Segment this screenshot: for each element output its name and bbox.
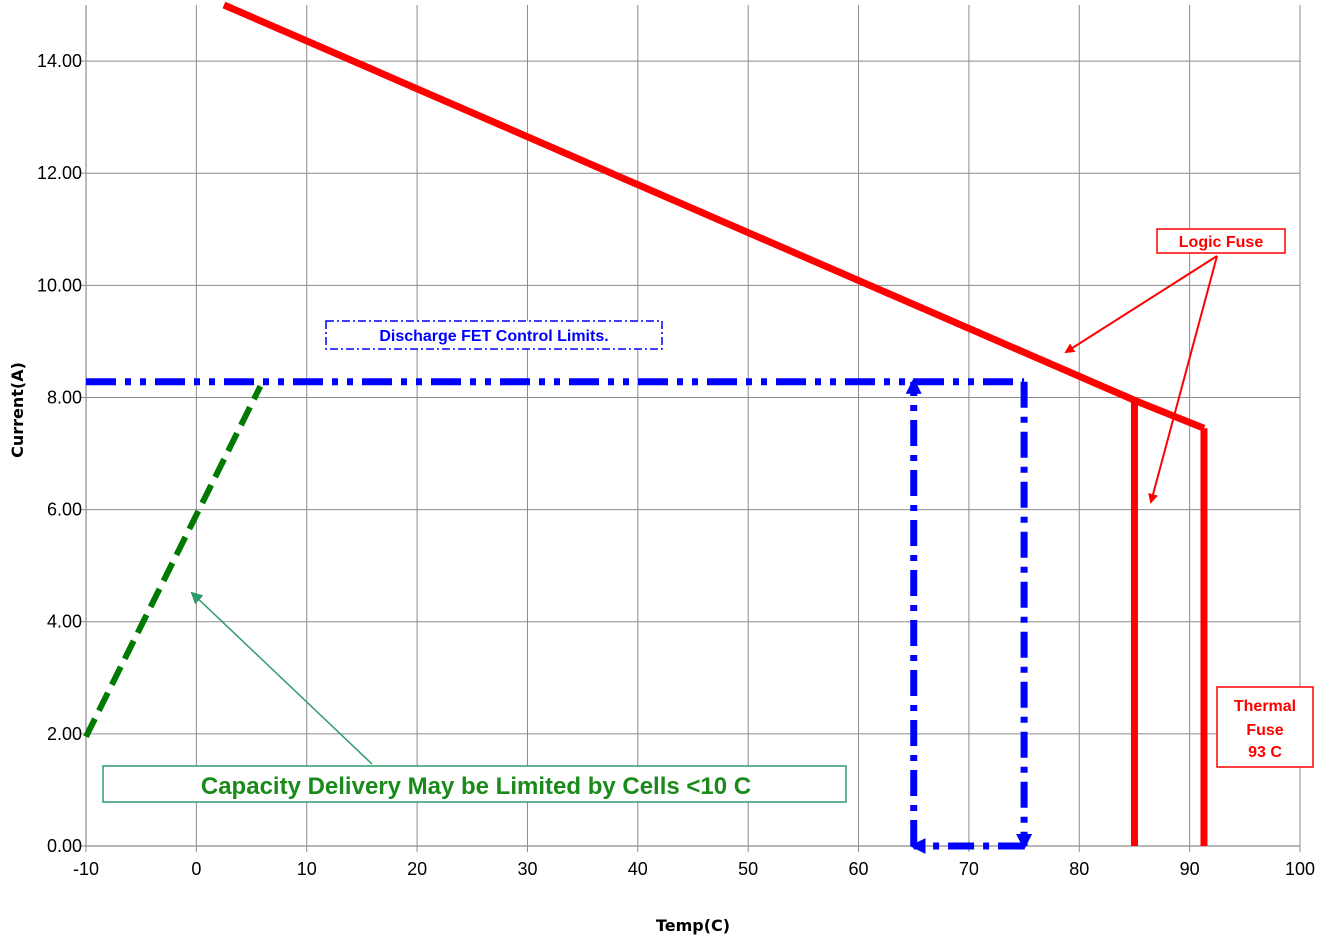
discharge-fet-label: Discharge FET Control Limits. — [379, 328, 608, 345]
logic-fuse-label: Logic Fuse — [1179, 234, 1264, 251]
x-axis-title: Temp(C) — [656, 916, 730, 935]
series-line-1 — [222, 1, 1206, 432]
thermal-fuse-line-1: Thermal — [1234, 698, 1296, 715]
x-tick-label: 30 — [517, 859, 537, 879]
series-line-8 — [83, 384, 264, 739]
thermal-fuse-box — [1216, 686, 1314, 768]
x-tick-labels: -10 0 10 20 30 40 50 60 70 80 90 100 — [73, 859, 1315, 879]
y-tick-labels: 0.00 2.00 4.00 6.00 8.00 10.00 12.00 14.00 — [37, 51, 82, 856]
y-tick-label: 4.00 — [47, 612, 82, 632]
y-tick-label: 0.00 — [47, 836, 82, 856]
x-tick-label: -10 — [73, 859, 99, 879]
y-tick-label: 2.00 — [47, 724, 82, 744]
y-tick-label: 14.00 — [37, 51, 82, 71]
x-tick-label: 60 — [849, 859, 869, 879]
x-tick-label: 0 — [191, 859, 201, 879]
y-tick-label: 6.00 — [47, 500, 82, 520]
thermal-fuse-line-3: 93 C — [1248, 744, 1282, 761]
y-tick-label: 8.00 — [47, 387, 82, 407]
x-tick-label: 80 — [1069, 859, 1089, 879]
x-tick-label: 100 — [1285, 859, 1315, 879]
x-tick-label: 20 — [407, 859, 427, 879]
y-axis-title: Current(A) — [8, 362, 27, 458]
x-tick-label: 10 — [297, 859, 317, 879]
thermal-fuse-line-2: Fuse — [1246, 722, 1283, 739]
x-tick-label: 90 — [1180, 859, 1200, 879]
capacity-box — [102, 765, 847, 803]
y-tick-label: 10.00 — [37, 275, 82, 295]
axes — [80, 5, 1301, 852]
logic-fuse-box — [1156, 228, 1286, 254]
x-tick-label: 70 — [959, 859, 979, 879]
discharge-fet-callout: Discharge FET Control Limits. — [325, 320, 663, 350]
capacity-callout: Capacity Delivery May be Limited by Cell… — [102, 591, 847, 803]
x-tick-label: 50 — [738, 859, 758, 879]
logic-fuse-arrow-2 — [1148, 255, 1218, 504]
capacity-label: Capacity Delivery May be Limited by Cell… — [201, 773, 751, 800]
grid — [86, 5, 1301, 846]
x-tick-label: 40 — [628, 859, 648, 879]
y-tick-label: 12.00 — [37, 163, 82, 183]
logic-fuse-callout: Logic Fuse — [1064, 228, 1286, 504]
discharge-fet-box — [325, 320, 663, 350]
thermal-fuse-callout: Thermal Fuse 93 C — [1216, 686, 1314, 768]
capacity-arrow — [190, 591, 373, 765]
logic-fuse-arrow-1 — [1064, 255, 1218, 354]
series-lines — [83, 1, 1208, 854]
